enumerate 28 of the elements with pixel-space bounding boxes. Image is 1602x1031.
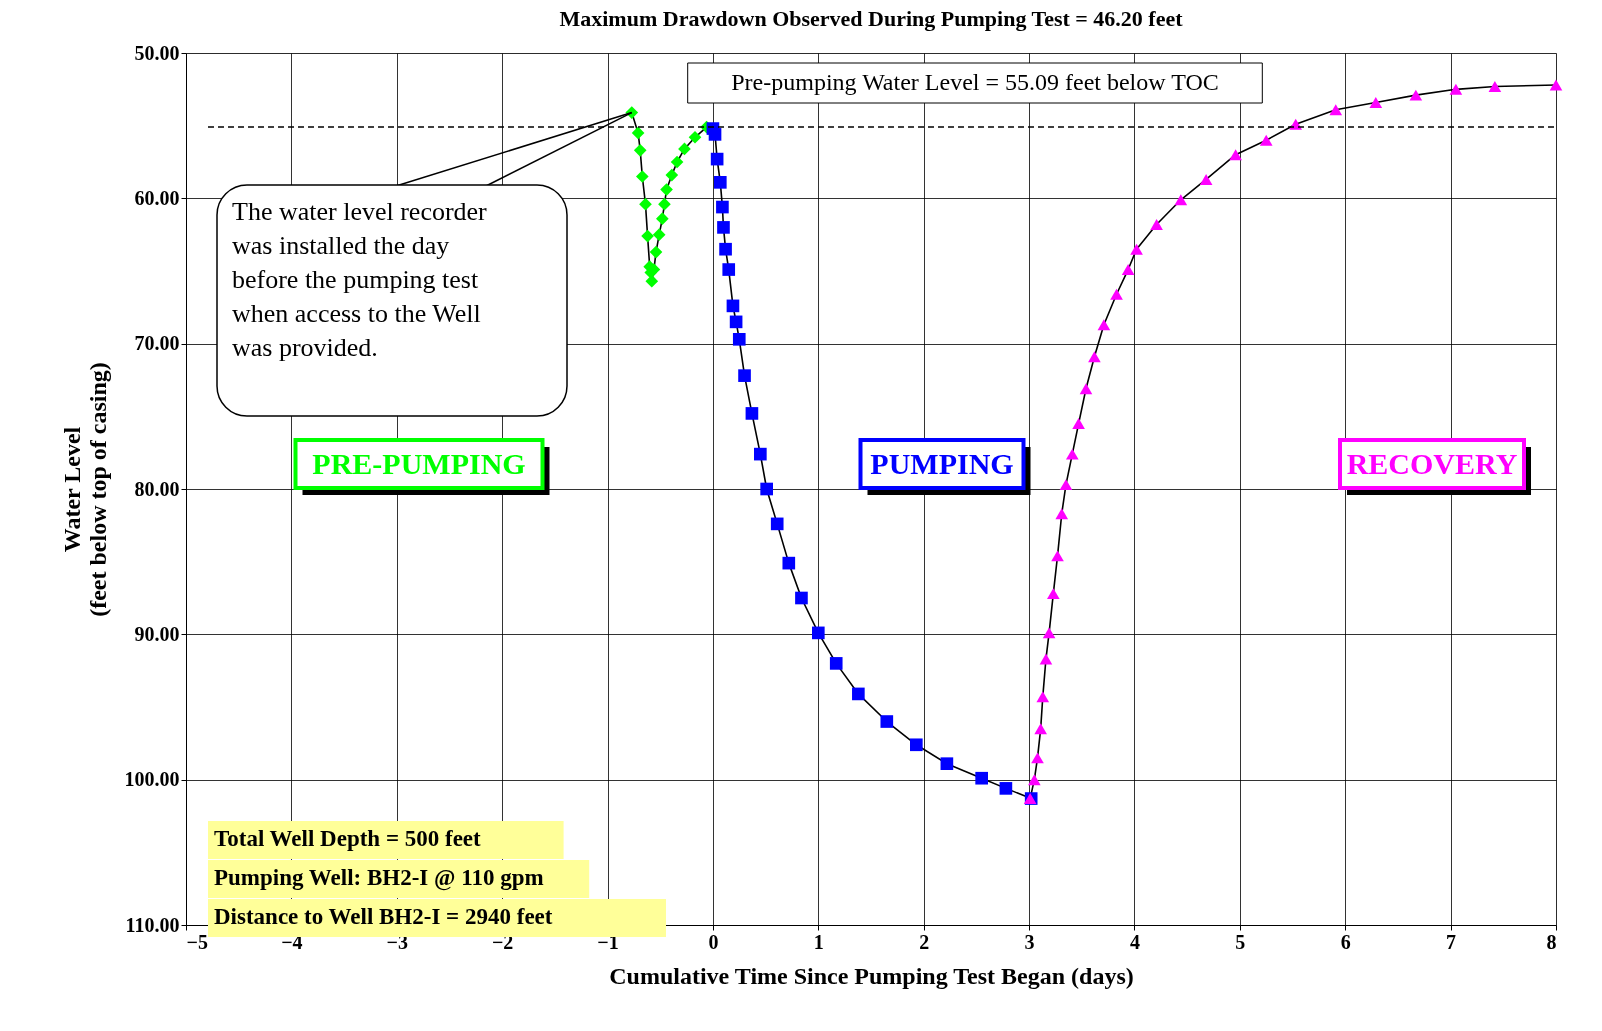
y-tick-label: 60.00	[134, 186, 180, 209]
y-tick-label: 110.00	[125, 913, 180, 936]
y-tick-label: 80.00	[134, 477, 180, 500]
x-tick-label: 6	[1340, 930, 1351, 953]
ref-line-label: Pre-pumping Water Level = 55.09 feet below TOC	[731, 69, 1219, 95]
x-tick-label: 1	[813, 930, 824, 953]
x-tick-label: 4	[1129, 930, 1140, 953]
text: PRE-PUMPING	[312, 447, 526, 480]
annotation: The water level recorder was installed the day before the pumping test when access to the Well was provided.	[232, 197, 488, 362]
x-axis-title: Cumulative Time Since Pumping Test Began (days)	[609, 962, 1134, 989]
x-tick-label: 3	[1024, 930, 1035, 953]
x-tick-label: 7	[1446, 930, 1457, 953]
y-tick-label: 90.00	[134, 622, 180, 645]
x-tick-label: 5	[1235, 930, 1246, 953]
x-tick-label: −5	[186, 930, 208, 953]
y-tick-label: 50.00	[134, 41, 180, 64]
y-tick-label: 70.00	[134, 332, 180, 355]
y-axis-title: Water Level (feet below top of casing)	[58, 362, 111, 617]
y-tick-label: 100.00	[124, 768, 180, 791]
x-tick-label: 0	[708, 930, 719, 953]
chart-title: Maximum Drawdown Observed During Pumping Test = 46.20 feet	[559, 6, 1184, 31]
annotation: Total Well Depth = 500 feet	[214, 826, 482, 851]
annotation: Pumping Well: BH2-I @ 110 gpm	[214, 865, 544, 891]
x-tick-label: 2	[919, 930, 930, 953]
annotation: Distance to Well BH2-I = 2940 feet	[214, 904, 553, 929]
text: RECOVERY	[1346, 447, 1518, 480]
text: PUMPING	[870, 447, 1014, 480]
x-tick-label: 8	[1546, 930, 1557, 953]
